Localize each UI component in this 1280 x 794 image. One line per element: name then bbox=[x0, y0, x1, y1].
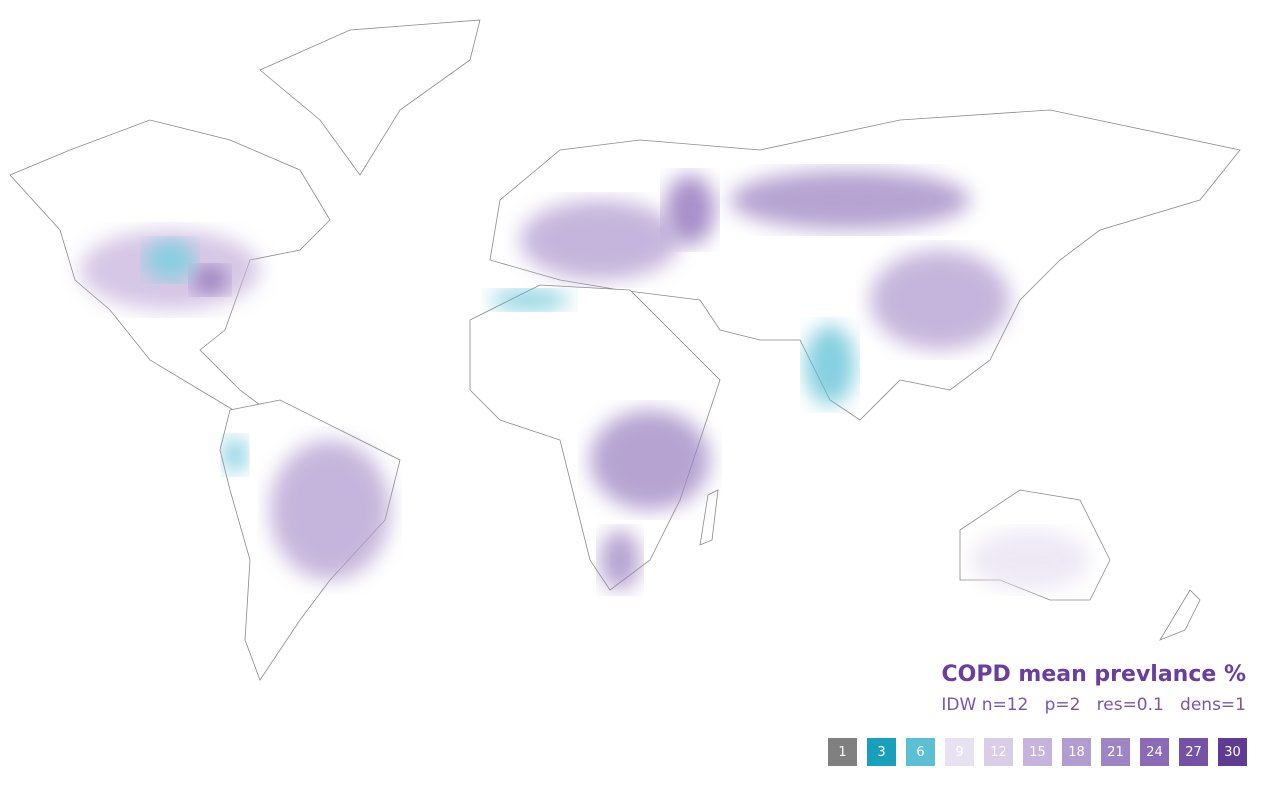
legend-swatch: 27 bbox=[1179, 738, 1208, 766]
prevalence-surface bbox=[80, 170, 1090, 590]
legend-swatch: 18 bbox=[1062, 738, 1091, 766]
legend-swatch: 24 bbox=[1140, 738, 1169, 766]
surface-blob bbox=[870, 250, 1010, 350]
madagascar bbox=[699, 489, 719, 546]
legend-swatch: 3 bbox=[867, 738, 896, 766]
surface-blob bbox=[223, 437, 247, 473]
surface-blob bbox=[145, 240, 195, 280]
legend-swatch: 1 bbox=[828, 738, 857, 766]
new-zealand bbox=[1159, 589, 1201, 641]
legend-swatch: 21 bbox=[1101, 738, 1130, 766]
greenland bbox=[259, 19, 481, 176]
legend-swatch: 30 bbox=[1218, 738, 1247, 766]
surface-blob bbox=[665, 175, 715, 245]
surface-blob bbox=[730, 170, 970, 230]
legend: 1 3 6 9 12 15 18 21 24 27 30 bbox=[828, 738, 1247, 766]
legend-swatch: 9 bbox=[945, 738, 974, 766]
surface-blob bbox=[590, 410, 710, 510]
surface-blob bbox=[805, 325, 855, 405]
legend-swatch: 15 bbox=[1023, 738, 1052, 766]
legend-swatch: 6 bbox=[906, 738, 935, 766]
africa bbox=[469, 284, 721, 591]
surface-blob bbox=[192, 266, 228, 294]
surface-blob bbox=[600, 530, 640, 590]
legend-title: COPD mean prevlance % bbox=[941, 662, 1246, 687]
surface-blob bbox=[270, 440, 390, 580]
surface-blob bbox=[490, 290, 570, 310]
legend-swatch: 12 bbox=[984, 738, 1013, 766]
surface-blob bbox=[520, 200, 680, 280]
legend-subtitle: IDW n=12 p=2 res=0.1 dens=1 bbox=[941, 695, 1246, 715]
surface-blob bbox=[970, 530, 1090, 590]
